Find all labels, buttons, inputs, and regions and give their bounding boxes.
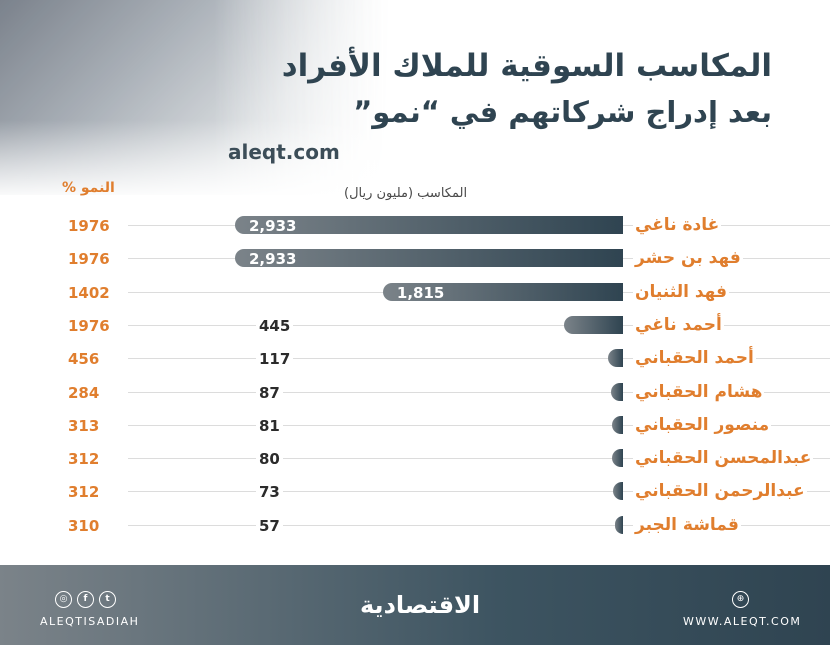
- bar: [607, 349, 623, 368]
- row-guide-line: [118, 491, 830, 493]
- growth-label: 284: [68, 383, 128, 402]
- growth-label: 310: [68, 516, 128, 535]
- bar-value-label: 445: [256, 316, 294, 335]
- category-label: أحمد الحقباني: [633, 348, 756, 369]
- growth-label: 1402: [68, 283, 128, 302]
- bar-row: 117 أحمد الحقباني 456: [0, 343, 830, 376]
- bar: [613, 482, 623, 501]
- bar-row: 445 أحمد ناغي 1976: [0, 310, 830, 343]
- category-label: غادة ناغي: [633, 215, 722, 235]
- brand-logo: الاقتصادية: [360, 591, 481, 619]
- bar-row: 80 عبدالمحسن الحقباني 312: [0, 443, 830, 476]
- bar: [235, 249, 623, 268]
- growth-label: 312: [68, 483, 128, 502]
- row-guide-line: [118, 424, 830, 426]
- bar: [612, 449, 623, 468]
- bar-value-label: 117: [256, 350, 294, 369]
- bar-row: 2,933 فهد بن حشر 1976: [0, 243, 830, 276]
- bar-value-label: 80: [256, 450, 283, 469]
- bar-value-label: 2,933: [249, 250, 297, 269]
- bar-row: 81 منصور الحقباني 313: [0, 410, 830, 443]
- row-guide-line: [118, 324, 830, 326]
- row-guide-line: [118, 391, 830, 393]
- bar: [615, 515, 623, 534]
- growth-label: 313: [68, 416, 128, 435]
- growth-label: 1976: [68, 217, 128, 235]
- bar-row: 1,815 فهد الثنيان 1402: [0, 277, 830, 310]
- row-guide-line: [118, 458, 830, 460]
- category-label: قماشة الجبر: [633, 514, 741, 535]
- bar-value-label: 57: [256, 516, 283, 535]
- category-label: هشام الحقباني: [633, 381, 765, 402]
- bar-value-label: 87: [256, 383, 283, 402]
- bar-row: 87 هشام الحقباني 284: [0, 377, 830, 410]
- growth-label: 312: [68, 450, 128, 469]
- bar-row: 57 قماشة الجبر 310: [0, 510, 830, 543]
- site-url: aleqt.com: [228, 140, 340, 164]
- row-guide-line: [118, 358, 830, 360]
- facebook-icon[interactable]: f: [77, 591, 94, 608]
- bar: [382, 282, 623, 301]
- growth-column-header: النمو %: [62, 180, 115, 196]
- website-link[interactable]: WWW.ALEQT.COM: [683, 615, 802, 628]
- globe-icon[interactable]: ⊕: [732, 591, 749, 608]
- category-label: عبدالرحمن الحقباني: [633, 481, 807, 502]
- category-label: عبدالمحسن الحقباني: [633, 448, 814, 469]
- category-label: منصور الحقباني: [633, 414, 772, 435]
- bar: [611, 382, 623, 401]
- bar: [612, 415, 623, 434]
- bar-row: 73 عبدالرحمن الحقباني 312: [0, 476, 830, 509]
- growth-label: 1976: [68, 316, 128, 335]
- gains-column-header: المكاسب (مليون ريال): [344, 186, 468, 201]
- bar-value-label: 73: [256, 483, 283, 502]
- growth-label: 1976: [68, 250, 128, 269]
- category-label: فهد بن حشر: [633, 248, 743, 269]
- footer: ◎ f t ALEQTISADIAH الاقتصادية ⊕ WWW.ALEQ…: [0, 565, 830, 645]
- social-handle: ALEQTISADIAH: [40, 615, 140, 628]
- social-icons: ◎ f t: [55, 591, 116, 608]
- growth-label: 456: [68, 350, 128, 369]
- bar-row: 2,933 غادة ناغي 1976: [0, 210, 830, 243]
- category-label: فهد الثنيان: [633, 281, 730, 302]
- instagram-icon[interactable]: ◎: [55, 591, 72, 608]
- bar-value-label: 81: [256, 416, 283, 435]
- bar: [235, 216, 623, 234]
- page-subtitle: بعد إدراج شركاتهم في “نمو”: [353, 95, 772, 129]
- category-label: أحمد ناغي: [633, 314, 724, 335]
- page-title: المكاسب السوقية للملاك الأفراد: [281, 48, 772, 84]
- row-guide-line: [118, 524, 830, 526]
- bar-value-label: 2,933: [249, 217, 297, 235]
- bar-value-label: 1,815: [396, 283, 445, 302]
- bar: [564, 315, 623, 334]
- twitter-icon[interactable]: t: [99, 591, 116, 608]
- header-photo-fade: [0, 120, 390, 200]
